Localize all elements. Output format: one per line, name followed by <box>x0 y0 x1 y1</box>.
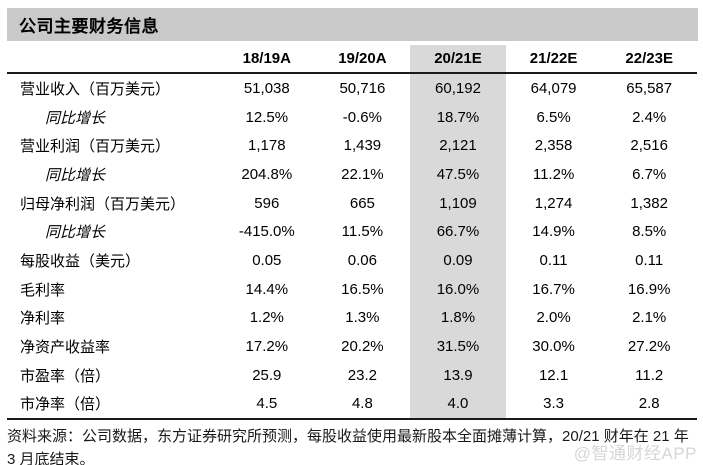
table-cell: 1.3% <box>345 309 380 327</box>
row-label: 净利率 <box>20 310 66 328</box>
table-cell: 1.2% <box>249 309 284 327</box>
table-cell: 1,382 <box>630 194 668 212</box>
table-row-roe: 净资产收益率 17.2% 20.2% 31.5% 30.0% 27.2% <box>7 332 697 361</box>
table-row-pe: 市盈率（倍） 25.9 23.2 13.9 12.1 11.2 <box>7 360 697 390</box>
table-row-revenue-yoy: 同比增长 12.5% -0.6% 18.7% 6.5% 2.4% <box>7 102 697 132</box>
row-label: 营业收入（百万美元） <box>20 80 171 98</box>
table-cell: 12.1 <box>538 366 569 384</box>
table-cell-highlighted: 16.0% <box>410 274 506 304</box>
table-cell: 64,079 <box>530 79 577 97</box>
table-cell: 2,358 <box>534 137 573 155</box>
table-cell: 22.1% <box>341 165 384 183</box>
table-cell-highlighted: 66.7% <box>410 217 506 247</box>
table-row-eps: 每股收益（美元） 0.05 0.06 0.09 0.11 0.11 <box>7 246 697 275</box>
table-cell: 2.4% <box>632 108 667 126</box>
row-label: 毛利率 <box>20 281 66 299</box>
table-cell: 1,274 <box>534 194 573 212</box>
table-cell: 0.05 <box>252 251 282 269</box>
table-row-operating-profit: 营业利润（百万美元） 1,178 1,439 2,121 2,358 2,516 <box>7 131 697 161</box>
row-label: 净资产收益率 <box>20 339 111 357</box>
table-cell: 20.2% <box>341 338 384 356</box>
section-title-bar: 公司主要财务信息 <box>7 8 698 41</box>
table-cell: 2.0% <box>536 309 571 327</box>
table-row-revenue: 营业收入（百万美元） 51,038 50,716 60,192 64,079 6… <box>7 73 697 103</box>
table-cell-highlighted: 60,192 <box>410 73 506 103</box>
table-cell: 2.8 <box>638 395 660 413</box>
table-cell: 6.5% <box>536 108 571 126</box>
table-cell: -0.6% <box>342 108 382 126</box>
row-label: 营业利润（百万美元） <box>20 138 171 156</box>
table-row-net-profit-yoy: 同比增长 -415.0% 11.5% 66.7% 14.9% 8.5% <box>7 217 697 247</box>
table-cell: 0.06 <box>347 251 377 269</box>
row-label: 归母净利润（百万美元） <box>20 195 186 213</box>
table-cell: 27.2% <box>627 338 671 356</box>
table-cell: 665 <box>349 194 375 212</box>
table-cell: 65,587 <box>626 79 673 97</box>
section-title: 公司主要财务信息 <box>19 17 159 36</box>
table-cell: 16.7% <box>532 280 575 298</box>
table-cell: 4.5 <box>256 395 278 413</box>
table-cell: 25.9 <box>252 366 282 384</box>
table-cell: 2,516 <box>630 137 668 155</box>
table-row-net-margin: 净利率 1.2% 1.3% 1.8% 2.0% 2.1% <box>7 303 697 333</box>
table-cell: 596 <box>254 194 280 212</box>
table-cell-highlighted: 47.5% <box>410 160 506 189</box>
row-label: 市净率（倍） <box>20 396 111 414</box>
table-cell: 14.4% <box>245 280 289 298</box>
table-cell: 50,716 <box>339 79 386 97</box>
table-cell: 1,178 <box>248 137 286 155</box>
table-row-net-profit: 归母净利润（百万美元） 596 665 1,109 1,274 1,382 <box>7 188 697 218</box>
column-header: 19/20A <box>314 45 411 74</box>
column-header: 21/22E <box>505 45 602 74</box>
table-cell: 14.9% <box>532 223 575 241</box>
table-cell-highlighted: 4.0 <box>410 389 506 420</box>
table-cell: 6.7% <box>632 165 667 183</box>
table-cell-highlighted: 1,109 <box>410 188 506 218</box>
row-label: 同比增长 <box>45 109 106 127</box>
table-cell: 1,439 <box>343 137 382 155</box>
table-cell-highlighted: 1.8% <box>410 303 506 333</box>
table-cell: 16.9% <box>627 280 671 298</box>
table-cell: 30.0% <box>532 338 575 356</box>
table-cell: 51,038 <box>243 79 290 97</box>
table-cell: 0.11 <box>539 251 568 269</box>
table-cell-highlighted: 31.5% <box>410 332 506 361</box>
table-cell: 16.5% <box>341 280 384 298</box>
table-cell-highlighted: 18.7% <box>410 102 506 132</box>
table-cell-highlighted: 2,121 <box>410 131 506 161</box>
table-cell: 17.2% <box>245 338 289 356</box>
table-cell: 11.2 <box>635 366 664 384</box>
table-row-pb: 市净率（倍） 4.5 4.8 4.0 3.3 2.8 <box>7 389 697 420</box>
table-header-row: 18/19A 19/20A 20/21E 21/22E 22/23E <box>7 45 697 74</box>
row-label: 市盈率（倍） <box>20 367 111 385</box>
financial-table: 18/19A 19/20A 20/21E 21/22E 22/23E 营业收入（… <box>7 45 697 421</box>
column-header: 18/19A <box>219 45 315 74</box>
table-cell: 4.8 <box>351 395 373 413</box>
table-cell: 11.5% <box>341 223 384 241</box>
table-cell: 3.3 <box>543 395 564 413</box>
table-cell: 0.11 <box>635 251 664 269</box>
row-label: 每股收益（美元） <box>20 252 141 270</box>
table-cell: 2.1% <box>632 309 667 327</box>
row-label: 同比增长 <box>45 224 106 242</box>
source-note: 资料来源：公司数据，东方证券研究所预测，每股收益使用最新股本全面摊薄计算，20/… <box>7 428 689 465</box>
column-header: 22/23E <box>601 45 697 74</box>
table-cell: 23.2 <box>347 366 377 384</box>
table-cell-highlighted: 13.9 <box>410 360 506 390</box>
table-row-operating-profit-yoy: 同比增长 204.8% 22.1% 47.5% 11.2% 6.7% <box>7 160 697 189</box>
table-cell: 11.2% <box>532 165 575 183</box>
table-cell-highlighted: 0.09 <box>410 246 506 275</box>
table-cell: 204.8% <box>241 165 293 183</box>
table-cell: 12.5% <box>245 108 289 126</box>
table-row-gross-margin: 毛利率 14.4% 16.5% 16.0% 16.7% 16.9% <box>7 274 697 304</box>
table-cell: -415.0% <box>238 223 295 241</box>
row-label: 同比增长 <box>45 166 106 184</box>
column-header-highlighted: 20/21E <box>410 45 506 74</box>
row-label-header <box>7 45 219 74</box>
table-cell: 8.5% <box>632 223 667 241</box>
